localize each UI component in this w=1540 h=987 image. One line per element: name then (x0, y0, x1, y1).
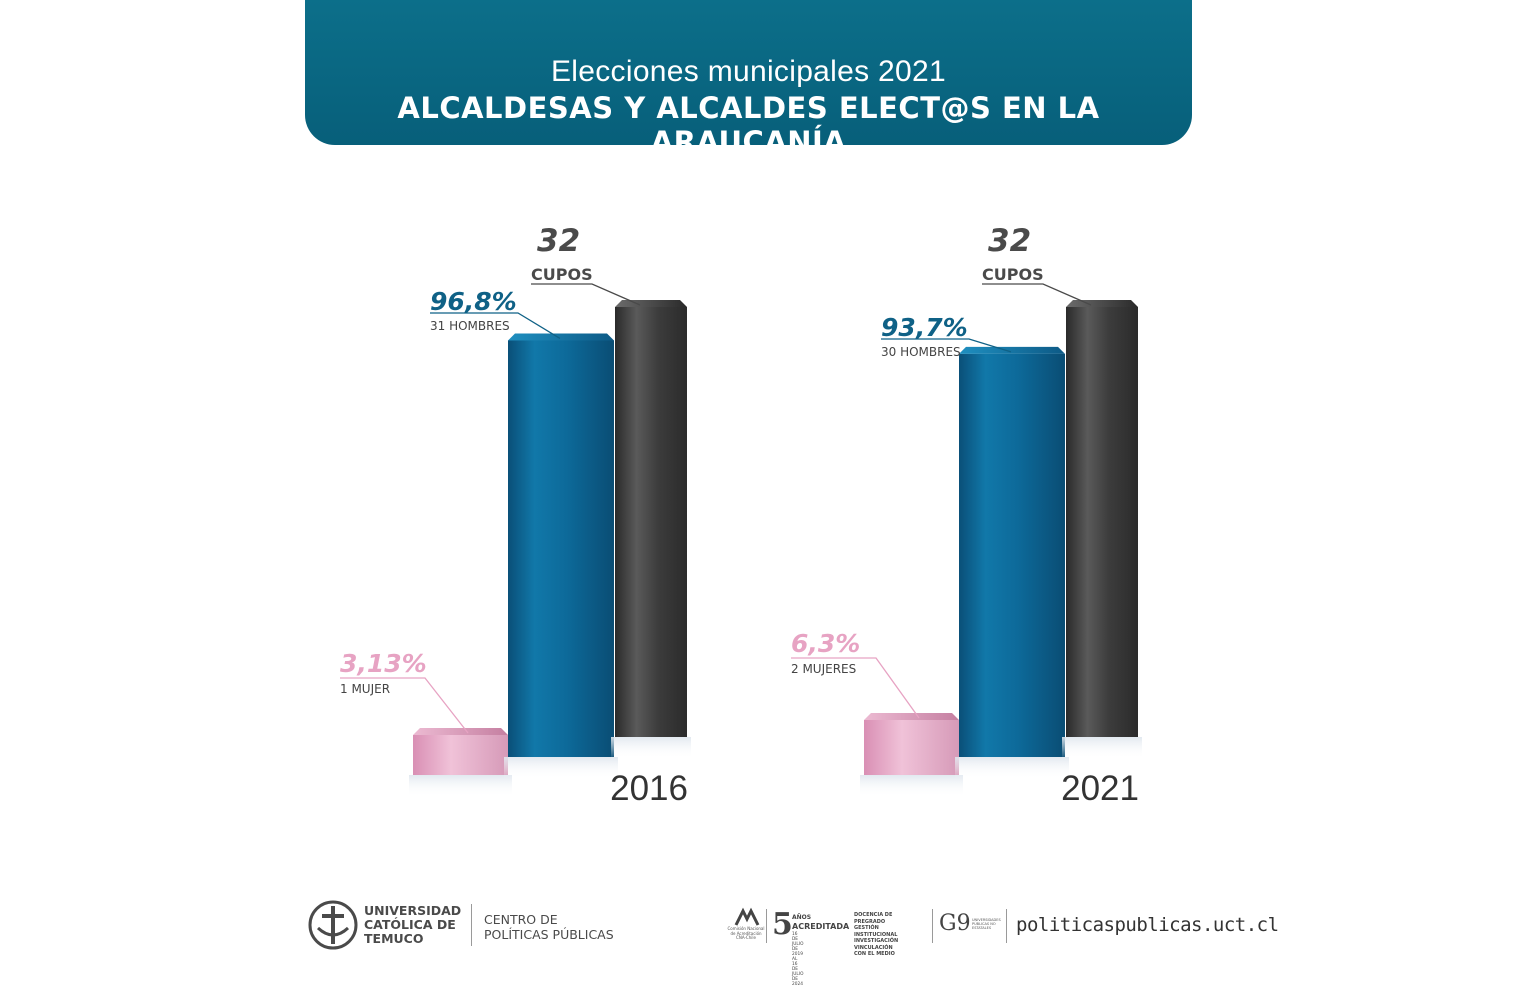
chart-subtitle: Elecciones municipales 2021 (551, 55, 946, 88)
label-leader-line (791, 657, 920, 719)
value-label: 32 (537, 223, 580, 259)
label-leader-line (982, 283, 1092, 306)
label-leader-line (881, 338, 1012, 353)
label-leader-line (430, 312, 561, 339)
cna-label: Comisión Nacional de Acreditación CNA-Ch… (722, 926, 770, 941)
value-label: 96,8% (430, 287, 517, 316)
chart-title: ALCALDESAS Y ALCALDES ELECT@S EN LA ARAU… (397, 91, 1100, 159)
bar-hombres (508, 340, 614, 757)
category-label: 30 HOMBRES (881, 345, 961, 359)
value-label: 3,13% (340, 649, 427, 678)
accreditation-areas: DOCENCIA DE PREGRADO GESTIÓN INSTITUCION… (854, 912, 898, 958)
year-label: 2016 (610, 769, 688, 808)
bar-reflection (955, 757, 1069, 779)
university-line: CATÓLICA DE (364, 917, 456, 932)
category-label: 1 MUJER (340, 682, 390, 696)
category-label: 2 MUJERES (791, 662, 856, 676)
category-label: CUPOS (982, 265, 1044, 284)
accreditation-area: VINCULACIÓN CON EL MEDIO (854, 944, 895, 958)
bar-top (615, 300, 687, 307)
center-line: CENTRO DE (484, 912, 558, 927)
divider (1006, 909, 1007, 943)
website-link[interactable]: politicaspublicas.uct.cl (1016, 914, 1279, 936)
bar-top (864, 713, 959, 720)
divider (471, 904, 472, 946)
category-label: CUPOS (531, 265, 593, 284)
bar-cupos (615, 307, 687, 737)
university-line: TEMUCO (364, 931, 424, 946)
accreditation-area: INVESTIGACIÓN (854, 938, 899, 944)
center-name: CENTRO DE POLÍTICAS PÚBLICAS (484, 912, 644, 942)
bar-reflection (611, 737, 691, 759)
accreditation-word: ACREDITADA (792, 922, 850, 931)
g9-label: UNIVERSIDADES PÚBLICAS NO ESTATALES (972, 918, 1001, 930)
accreditation-date: AL 16 DE JULIO DE 2024 (792, 957, 804, 987)
accreditation-date: 16 DE JULIO DE 2019 (792, 932, 804, 957)
label-leader-line (340, 677, 469, 734)
g9-line: UNIVERSIDADES (972, 918, 1001, 922)
bar-mujeres (864, 720, 959, 775)
g9-line: PÚBLICAS NO (972, 922, 996, 926)
cna-line: CNA-Chile (736, 935, 756, 940)
university-name: UNIVERSIDAD CATÓLICA DE TEMUCO (364, 904, 474, 946)
value-label: 6,3% (791, 629, 860, 658)
g9-logo: G9 (939, 911, 971, 936)
bar-mujeres (413, 735, 508, 775)
category-label: 31 HOMBRES (430, 319, 510, 333)
title-banner: Elecciones municipales 2021 ALCALDESAS Y… (305, 0, 1192, 159)
value-label: 32 (988, 223, 1031, 259)
year-label: 2021 (1061, 769, 1139, 808)
bar-top (508, 333, 614, 341)
cna-line: Comisión Nacional (727, 926, 765, 931)
accreditation-years: 5 (772, 907, 793, 942)
bar-top (1066, 300, 1138, 307)
accreditation-words: AÑOS ACREDITADA (792, 913, 849, 931)
value-label: 93,7% (881, 313, 968, 342)
accreditation-word: AÑOS (792, 914, 812, 921)
bar-top (413, 728, 508, 735)
divider (932, 909, 933, 943)
bar-reflection (860, 775, 963, 797)
bar-hombres (959, 353, 1065, 757)
chart-group-2021: 6,3% 2 MUJERES 93,7% 30 HOMBRES 32 CUPOS 2021 (791, 223, 1142, 808)
bar-cupos (1066, 307, 1138, 737)
cna-line: de Acreditación (730, 930, 762, 936)
cna-logo-icon (734, 907, 760, 926)
divider (766, 909, 767, 943)
accreditation-dates: 16 DE JULIO DE 2019 AL 16 DE JULIO DE 20… (792, 932, 803, 987)
bar-reflection (504, 757, 618, 779)
chart-group-2016: 3,13% 1 MUJER 96,8% 31 HOMBRES 32 CUPOS 2016 (340, 223, 691, 808)
uct-logo-icon (308, 900, 358, 950)
bar-top (959, 346, 1065, 354)
accreditation-area: GESTIÓN INSTITUCIONAL (854, 925, 898, 938)
accreditation-area: DOCENCIA DE PREGRADO (854, 912, 893, 925)
university-line: UNIVERSIDAD (364, 903, 462, 918)
g9-line: ESTATALES (972, 926, 992, 930)
center-line: POLÍTICAS PÚBLICAS (484, 927, 614, 942)
bar-reflection (1062, 737, 1142, 759)
bar-reflection (409, 775, 512, 797)
label-leader-line (531, 283, 641, 306)
